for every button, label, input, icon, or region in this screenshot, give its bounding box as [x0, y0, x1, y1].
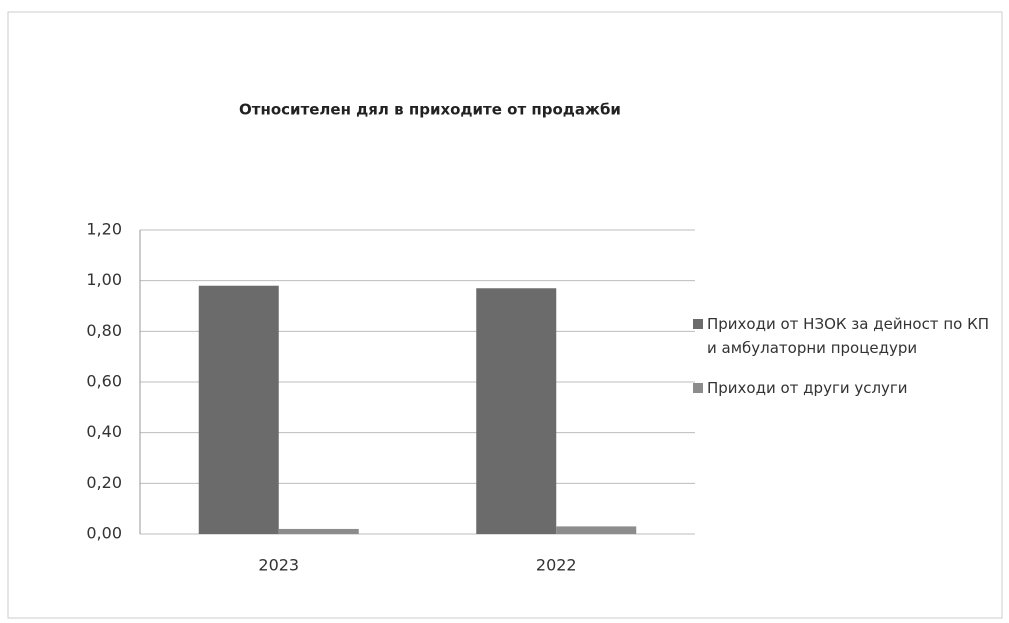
bar	[278, 528, 359, 534]
y-tick-label: 0,00	[86, 524, 122, 543]
y-tick-label: 0,80	[86, 321, 122, 340]
legend-label: Приходи от НЗОК за дейност по КП и амбул…	[707, 315, 989, 357]
y-tick-label: 1,00	[86, 270, 122, 289]
legend-item: Приходи от НЗОК за дейност по КП и амбул…	[693, 312, 1003, 360]
legend-swatch	[693, 383, 703, 393]
legend-swatch	[693, 319, 703, 329]
legend: Приходи от НЗОК за дейност по КП и амбул…	[693, 312, 1003, 416]
legend-label: Приходи от други услуги	[707, 379, 908, 397]
y-tick-label: 0,20	[86, 473, 122, 492]
legend-item: Приходи от други услуги	[693, 376, 1003, 400]
y-tick-label: 0,60	[86, 372, 122, 391]
x-tick-label: 2022	[536, 556, 577, 575]
bar	[476, 288, 557, 534]
chart-title: Относителен дял в приходите от продажби	[239, 101, 621, 119]
y-tick-label: 0,40	[86, 422, 122, 441]
y-tick-label: 1,20	[86, 220, 122, 239]
bar	[556, 526, 637, 534]
bar	[198, 285, 279, 534]
x-tick-label: 2023	[258, 556, 299, 575]
